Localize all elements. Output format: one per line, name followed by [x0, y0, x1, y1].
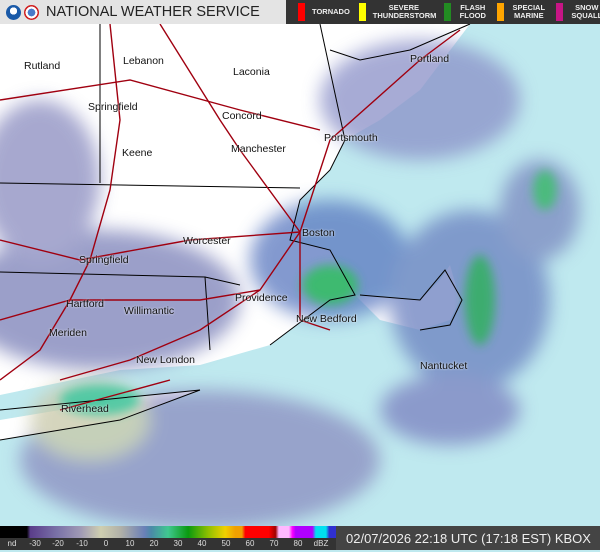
- city-label: Keene: [122, 147, 153, 159]
- colorbar-gradient: [0, 526, 336, 538]
- city-label: Nantucket: [420, 360, 468, 372]
- tornado-swatch: [298, 3, 305, 21]
- colorbar-label: 70: [269, 539, 279, 548]
- city-label: Concord: [222, 110, 262, 122]
- city-label: Laconia: [233, 66, 270, 78]
- city-label: New London: [136, 354, 195, 366]
- city-label: Meriden: [49, 327, 87, 339]
- colorbar-label: -30: [29, 539, 41, 548]
- colorbar-label: 50: [221, 539, 231, 548]
- header-title: NATIONAL WEATHER SERVICE: [46, 4, 260, 20]
- header: NATIONAL WEATHER SERVICE: [0, 0, 286, 24]
- city-label: Portland: [410, 53, 450, 65]
- colorbar-label: 60: [245, 539, 255, 548]
- city-label: New Bedford: [296, 313, 357, 325]
- city-label: Providence: [235, 292, 288, 304]
- city-label: Springfield: [79, 254, 129, 266]
- nws-logo: [24, 4, 39, 20]
- flash-flood-swatch: [443, 3, 451, 21]
- city-label: Hartford: [66, 298, 104, 310]
- noaa-logo: [6, 4, 21, 20]
- colorbar-label: -10: [76, 539, 88, 548]
- colorbar-label: 20: [149, 539, 159, 548]
- timestamp: 02/07/2026 22:18 UTC (17:18 EST) KBOX: [336, 526, 600, 550]
- city-label: Willimantic: [124, 305, 175, 317]
- city-label: Springfield: [88, 101, 138, 113]
- highways: [0, 23, 461, 411]
- legend-snow-squall: SNOW SQUALL: [555, 3, 600, 21]
- warning-legend: TORNADO SEVERE THUNDERSTORM FLASH FLOOD …: [286, 0, 600, 24]
- city-label: Riverhead: [61, 403, 109, 415]
- colorbar-label: 80: [293, 539, 303, 548]
- city-label: Manchester: [231, 143, 286, 155]
- colorbar-label: 40: [197, 539, 207, 548]
- colorbar-label: nd: [7, 539, 17, 548]
- legend-special-marine: SPECIAL MARINE: [496, 3, 547, 21]
- colorbar-label: -20: [52, 539, 64, 548]
- legend-flash-flood: FLASH FLOOD: [443, 3, 488, 21]
- state-borders: [0, 23, 471, 441]
- legend-severe-thunderstorm: SEVERE THUNDERSTORM: [358, 3, 436, 21]
- legend-tornado: TORNADO: [298, 3, 350, 21]
- city-label: Worcester: [183, 235, 231, 247]
- severe-thunderstorm-swatch: [358, 3, 366, 21]
- city-label: Portsmouth: [324, 132, 378, 144]
- colorbar-label: 0: [103, 539, 109, 548]
- special-marine-swatch: [496, 3, 504, 21]
- colorbar-label: 30: [173, 539, 183, 548]
- city-label: Lebanon: [123, 55, 164, 67]
- reflectivity-colorbar: nd -30 -20 -10 0 10 20 30 40 50 60 70 80 dBZ: [0, 526, 336, 550]
- radar-echoes: [0, 40, 580, 530]
- colorbar-label: 10: [125, 539, 135, 548]
- city-label: Boston: [302, 227, 335, 239]
- city-label: Rutland: [24, 60, 61, 72]
- snow-squall-swatch: [555, 3, 563, 21]
- colorbar-label: dBZ: [313, 539, 329, 548]
- heavy-echoes: [60, 170, 557, 415]
